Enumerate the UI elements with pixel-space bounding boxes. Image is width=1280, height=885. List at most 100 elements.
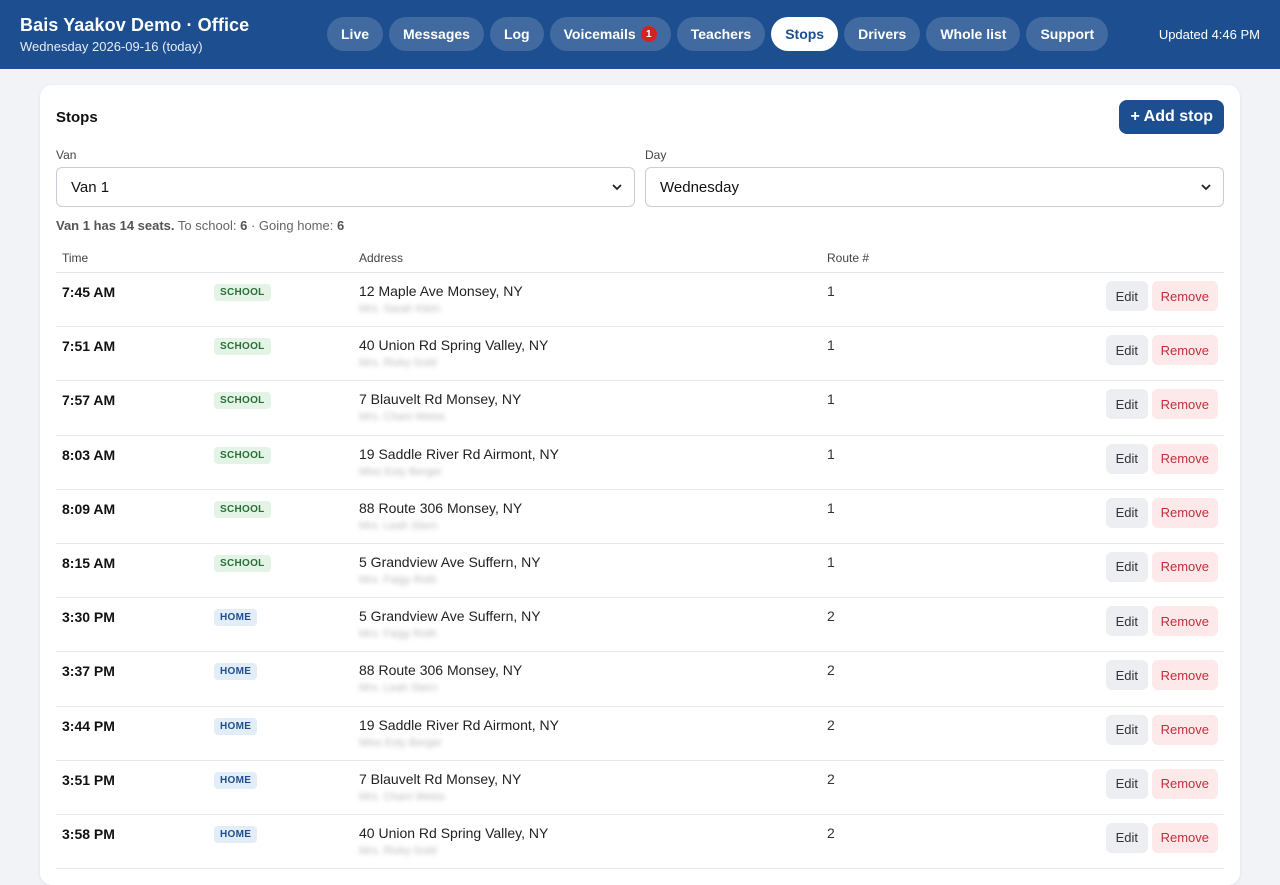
going-home-label: Going home: bbox=[258, 218, 334, 233]
table-body: 7:45 AM SCHOOL 12 Maple Ave Monsey, NY Mrs.… bbox=[56, 273, 1224, 870]
remove-button[interactable]: Remove bbox=[1151, 281, 1218, 311]
stop-time: 7:45 AM bbox=[62, 284, 116, 300]
stop-address: 19 Saddle River Rd Airmont, NY bbox=[359, 445, 559, 462]
edit-button[interactable]: Edit bbox=[1105, 606, 1148, 637]
stop-time: 8:03 AM bbox=[62, 446, 116, 463]
updated-time: Updated 4:46 PM bbox=[1158, 27, 1260, 42]
tab-log[interactable]: Log bbox=[489, 17, 544, 51]
direction-badge: SCHOOL bbox=[214, 284, 271, 301]
remove-button[interactable]: Remove bbox=[1151, 551, 1218, 582]
table-row: 3:44 PM HOME 19 Saddle River Rd Airmont, N… bbox=[56, 707, 1224, 761]
tab-label: Stops bbox=[785, 26, 825, 42]
stop-contact: Mrs. Rivky Gold bbox=[359, 844, 437, 857]
edit-button[interactable]: Edit bbox=[1105, 768, 1148, 799]
stop-contact: Mrs. Sarah Klein bbox=[359, 303, 441, 315]
remove-button[interactable]: Remove bbox=[1151, 768, 1218, 799]
route-number: 1 bbox=[827, 499, 835, 516]
stop-contact: Mrs. Chani Weiss bbox=[359, 790, 445, 803]
route-number: 2 bbox=[827, 662, 835, 679]
edit-button[interactable]: Edit bbox=[1105, 822, 1148, 853]
table-row: 3:37 PM HOME 88 Route 306 Monsey, NY Mrs. L… bbox=[56, 652, 1224, 707]
stop-time: 3:37 PM bbox=[62, 663, 115, 680]
edit-button[interactable]: Edit bbox=[1105, 551, 1148, 582]
current-date: Wednesday 2026-09-16 (today) bbox=[20, 39, 203, 54]
van-label: Van bbox=[56, 148, 77, 162]
edit-button[interactable]: Edit bbox=[1105, 660, 1148, 691]
going-home-count: 6 bbox=[336, 218, 345, 233]
page-title: Stops bbox=[56, 109, 98, 126]
remove-button[interactable]: Remove bbox=[1151, 714, 1218, 745]
route-number: 1 bbox=[827, 283, 835, 299]
direction-badge: HOME bbox=[214, 825, 258, 843]
edit-button[interactable]: Edit bbox=[1105, 389, 1148, 420]
edit-button[interactable]: Edit bbox=[1105, 714, 1148, 745]
stop-contact: Miss Esty Berger bbox=[359, 736, 443, 749]
table-row: 8:15 AM SCHOOL 5 Grandview Ave Suffern, NY… bbox=[56, 544, 1224, 599]
stop-address: 5 Grandview Ave Suffern, NY bbox=[359, 553, 541, 570]
stop-time: 7:51 AM bbox=[62, 338, 116, 355]
remove-button[interactable]: Remove bbox=[1151, 443, 1218, 474]
remove-button[interactable]: Remove bbox=[1151, 660, 1218, 691]
route-number: 2 bbox=[827, 770, 835, 787]
day-select[interactable]: Wednesday bbox=[645, 167, 1224, 207]
tab-live[interactable]: Live bbox=[327, 17, 384, 51]
column-route: Route # bbox=[827, 251, 870, 265]
route-number: 2 bbox=[827, 824, 835, 841]
add-stop-button[interactable]: + Add stop bbox=[1119, 100, 1224, 134]
route-number: 1 bbox=[827, 445, 835, 462]
day-label: Day bbox=[645, 148, 667, 162]
tab-voicemails[interactable]: Voicemails 1 bbox=[549, 17, 671, 51]
van-select[interactable]: Van 1 bbox=[56, 167, 635, 207]
remove-button[interactable]: Remove bbox=[1151, 335, 1218, 366]
to-school-count: 6 bbox=[240, 218, 248, 233]
stop-contact: Mrs. Faigy Roth bbox=[359, 628, 437, 641]
stop-contact: Miss Esty Berger bbox=[359, 465, 443, 478]
stop-address: 7 Blauvelt Rd Monsey, NY bbox=[359, 770, 522, 787]
remove-button[interactable]: Remove bbox=[1151, 389, 1218, 420]
route-number: 2 bbox=[827, 608, 835, 625]
summary-separator: · bbox=[250, 218, 256, 233]
stop-contact: Mrs. Leah Stern bbox=[359, 519, 438, 532]
remove-button[interactable]: Remove bbox=[1151, 606, 1218, 637]
direction-badge: HOME bbox=[214, 609, 258, 627]
table-row: 3:51 PM HOME 7 Blauvelt Rd Monsey, NY Mrs. … bbox=[56, 761, 1224, 815]
edit-button[interactable]: Edit bbox=[1105, 443, 1148, 474]
stop-contact: Mrs. Leah Stern bbox=[359, 682, 438, 695]
tab-support[interactable]: Support bbox=[1026, 17, 1109, 51]
tab-teachers[interactable]: Teachers bbox=[676, 17, 766, 51]
seat-count: Van 1 has 14 seats. bbox=[56, 218, 175, 233]
brand: Bais Yaakov Demo · Office Wednesday 2026… bbox=[20, 15, 249, 54]
remove-button[interactable]: Remove bbox=[1151, 497, 1218, 528]
direction-badge: SCHOOL bbox=[214, 392, 271, 410]
notification-badge: 1 bbox=[640, 26, 657, 42]
tab-label: Live bbox=[341, 26, 370, 42]
tab-whole-list[interactable]: Whole list bbox=[926, 17, 1021, 51]
remove-button[interactable]: Remove bbox=[1151, 822, 1218, 853]
route-number: 1 bbox=[827, 553, 835, 570]
route-number: 2 bbox=[827, 716, 835, 733]
tab-stops[interactable]: Stops bbox=[771, 17, 839, 51]
edit-button[interactable]: Edit bbox=[1105, 335, 1148, 366]
table-row: 7:51 AM SCHOOL 40 Union Rd Spring Valley, … bbox=[56, 327, 1224, 382]
tab-messages[interactable]: Messages bbox=[389, 17, 484, 51]
edit-button[interactable]: Edit bbox=[1105, 497, 1148, 528]
table-header: Time Address Route # bbox=[56, 245, 1224, 273]
stop-time: 8:09 AM bbox=[62, 500, 116, 517]
route-number: 1 bbox=[827, 337, 835, 354]
nav-tabs: Live Messages Log Voicemails 1 Teachers Stops D… bbox=[327, 17, 1109, 51]
direction-badge: HOME bbox=[214, 663, 258, 681]
tab-label: Log bbox=[503, 26, 530, 42]
edit-button[interactable]: Edit bbox=[1105, 281, 1148, 311]
table-row: 3:58 PM HOME 40 Union Rd Spring Valley, NY… bbox=[56, 815, 1224, 870]
tab-drivers[interactable]: Drivers bbox=[844, 17, 921, 51]
app-title: Bais Yaakov Demo · Office bbox=[20, 15, 250, 35]
table-row: 8:03 AM SCHOOL 19 Saddle River Rd Airmont,… bbox=[56, 436, 1224, 490]
van-select-value: Van 1 bbox=[71, 178, 110, 196]
column-time: Time bbox=[62, 251, 89, 265]
tab-label: Whole list bbox=[940, 26, 1007, 42]
stop-address: 5 Grandview Ave Suffern, NY bbox=[359, 608, 541, 625]
chevron-down-icon bbox=[612, 184, 622, 191]
direction-badge: HOME bbox=[214, 771, 258, 789]
top-bar: Bais Yaakov Demo · Office Wednesday 2026… bbox=[0, 0, 1280, 69]
chevron-down-icon bbox=[1201, 184, 1211, 191]
